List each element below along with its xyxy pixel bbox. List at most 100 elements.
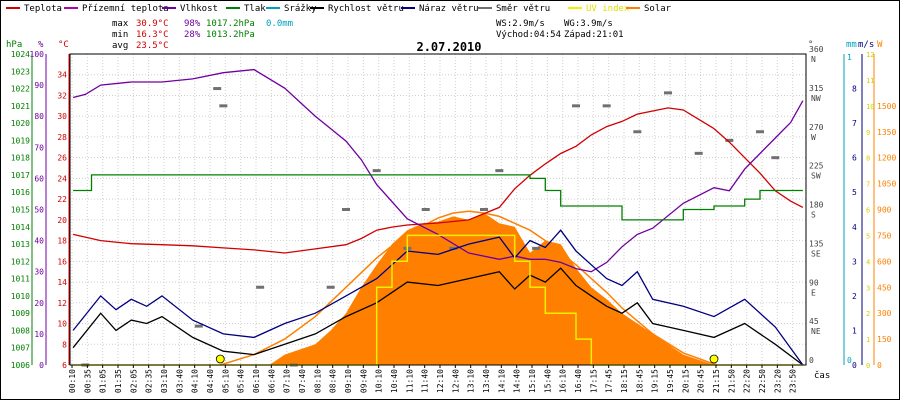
x-tick-label: 10:10 (375, 369, 384, 393)
tick-compass: NW (811, 94, 821, 103)
tick-wind: 7 (852, 119, 857, 128)
x-tick-label: 11:10 (405, 369, 414, 393)
legend-label: Srážky (284, 4, 317, 14)
x-tick-label: 06:10 (252, 369, 261, 393)
wind-direction-mark (572, 104, 580, 108)
x-tick-label: 18:45 (635, 369, 644, 393)
x-tick-label: 07:10 (283, 369, 292, 393)
x-tick-label: 07:40 (298, 369, 307, 393)
tick-pressure: 1014 (11, 223, 30, 232)
tick-temperature: 10 (57, 320, 67, 329)
axis-title-pressure: hPa (6, 40, 22, 50)
x-tick-label: 03:10 (160, 369, 169, 393)
tick-uv: 9 (866, 129, 870, 137)
x-tick-label: 22:20 (743, 369, 752, 393)
stat-avg-label: avg (112, 41, 128, 51)
x-tick-label: 15:40 (543, 369, 552, 393)
tick-direction: 180 (809, 201, 824, 210)
tick-wind: 6 (852, 154, 857, 163)
legend-label: Náraz větru (419, 4, 479, 14)
tick-rain: 1 (847, 53, 852, 62)
x-tick-label: 05:40 (237, 369, 246, 393)
x-tick-label: 08:10 (313, 369, 322, 393)
tick-solar: 1200 (877, 154, 896, 163)
tick-temperature: 30 (57, 112, 67, 121)
tick-temperature: 22 (57, 195, 67, 204)
tick-compass: N (811, 55, 816, 64)
stats-block: max 30.9°C 98% 1017.2hPa 0.0mm min 16.3°… (112, 19, 624, 51)
wind-direction-mark (480, 208, 488, 211)
tick-pressure: 1008 (11, 326, 30, 335)
tick-compass: SW (811, 172, 821, 181)
x-tick-label: 13:40 (482, 369, 491, 393)
series-rychlost-v-tru (72, 267, 804, 366)
stat-max-temp: 30.9°C (136, 19, 169, 29)
x-tick-label: 02:05 (129, 369, 138, 393)
x-tick-label: 12:10 (436, 369, 445, 393)
axis-title-wind: m/s (858, 40, 874, 50)
tick-pressure: 1018 (11, 154, 30, 163)
tick-temperature: 8 (62, 340, 67, 349)
tick-solar: 450 (877, 283, 892, 292)
tick-temperature: 20 (57, 216, 67, 225)
tick-pressure: 1010 (11, 292, 30, 301)
tick-wind: 0 (852, 361, 857, 370)
gridlines (70, 54, 806, 366)
wind-direction-mark (633, 130, 642, 134)
tick-solar: 150 (877, 335, 892, 344)
tick-humidity: 0 (39, 361, 44, 370)
tick-temperature: 34 (57, 71, 67, 80)
wind-direction-mark (194, 324, 203, 328)
tick-humidity: 70 (34, 143, 44, 152)
tick-humidity: 10 (34, 330, 44, 339)
tick-wind: 4 (852, 223, 857, 232)
tick-temperature: 18 (57, 237, 67, 246)
tick-rain: 0 (847, 356, 852, 365)
tick-humidity: 30 (34, 268, 44, 277)
series-uv-index (73, 234, 803, 366)
tick-solar: 0 (877, 361, 882, 370)
tick-direction: 270 (809, 123, 824, 132)
tick-pressure: 1021 (11, 102, 30, 111)
tick-solar: 1050 (877, 180, 896, 189)
wind-direction-mark (219, 104, 228, 108)
tick-pressure: 1023 (11, 67, 30, 76)
legend: Teplota Přízemní teplota Vlhkost Tlak Srážky… (6, 4, 672, 14)
x-tick-label: 17:45 (605, 369, 614, 393)
legend-label: Směr větru (496, 4, 550, 14)
x-tick-label: 18:15 (620, 369, 629, 393)
x-tick-label: 11:40 (421, 369, 430, 393)
legend-label: Vlhkost (180, 4, 218, 14)
tick-humidity: 40 (34, 237, 44, 246)
x-tick-label: 17:15 (589, 369, 598, 393)
x-tick-label: 14:10 (497, 369, 506, 393)
x-tick-label: 20:15 (681, 369, 690, 393)
axis-title-humidity: % (38, 40, 44, 50)
tick-uv: 5 (866, 232, 870, 240)
tick-pressure: 1007 (11, 344, 30, 353)
tick-pressure: 1012 (11, 257, 30, 266)
stat-sunset: Západ:21:01 (564, 30, 624, 40)
stat-max-press: 1017.2hPa (206, 19, 255, 29)
tick-wind: 8 (852, 85, 857, 94)
solar-measured-area (269, 213, 714, 365)
x-tick-label: 13:10 (467, 369, 476, 393)
right-axes: 045NE90E135SE180S225SW270W315NW360N01012… (809, 45, 896, 370)
x-tick-label: 14:40 (513, 369, 522, 393)
tick-direction: 360 (809, 45, 824, 54)
series-layer (72, 68, 804, 366)
x-tick-label: 02:35 (145, 369, 154, 393)
tick-humidity: 50 (34, 206, 44, 215)
tick-uv: 0 (866, 362, 870, 370)
stat-wind-gust: WG:3.9m/s (564, 19, 613, 29)
tick-compass: NE (811, 327, 821, 336)
tick-uv: 10 (866, 103, 874, 111)
tick-uv: 8 (866, 155, 870, 163)
x-tick-label: 16:10 (559, 369, 568, 393)
legend-label: Rychlost větru (328, 4, 404, 14)
series-n-raz-v-tru (72, 229, 804, 366)
tick-solar: 600 (877, 257, 892, 266)
tick-pressure: 1017 (11, 171, 30, 180)
